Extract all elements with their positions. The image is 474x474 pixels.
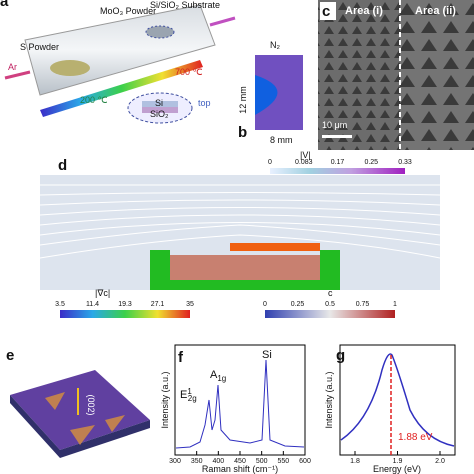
colorbar-tick: 0.17 — [331, 159, 345, 166]
peak-label: 1.88 eV — [398, 432, 433, 443]
text: Area (ii) — [415, 5, 456, 17]
peak-label: Si — [262, 349, 272, 361]
colorbar-tick: 1 — [393, 301, 397, 308]
panel-label: b — [238, 124, 247, 141]
axis-label: Energy (eV) — [373, 464, 421, 474]
panel-label: a — [0, 0, 9, 10]
text: N₂ — [270, 40, 280, 50]
x-tick-label: 350 — [191, 458, 203, 465]
peak-sub: 2g — [188, 394, 197, 403]
panel-label: f — [178, 349, 184, 366]
peak-sub: 1g — [217, 374, 226, 383]
x-tick-label: 450 — [234, 458, 246, 465]
substrate-side — [10, 395, 150, 458]
x-tick-label: 600 — [299, 458, 311, 465]
label-box — [320, 2, 336, 20]
panel-a: a MoO₃ Powder Si/SiO₂ Substrate S Powder… — [0, 0, 236, 124]
colorbar-tick: 0.25 — [291, 301, 305, 308]
x-tick-label: 1.8 — [350, 458, 360, 465]
colorbar-tick: 0.33 — [398, 159, 412, 166]
panel-label: e — [6, 347, 14, 364]
spectrum — [175, 359, 305, 449]
sem-left — [318, 0, 400, 150]
text: |V| — [300, 150, 311, 160]
peak-base: E — [180, 389, 187, 401]
panel-label: g — [336, 347, 345, 364]
peak-base: A — [210, 369, 218, 381]
x-tick-label: 550 — [277, 458, 289, 465]
panel-g: g 1.88 eV Intensity (a.u.) Energy (eV) 1… — [324, 344, 456, 474]
x-tick-label: 500 — [256, 458, 268, 465]
x-tick-label: 2.0 — [435, 458, 445, 465]
panel-e: e (002) — [6, 347, 150, 458]
sem-right — [400, 0, 474, 150]
substrate — [230, 243, 320, 251]
text: Ar — [8, 62, 17, 72]
colorbar-tick: 0.083 — [295, 159, 313, 166]
text: Si/SiO₂ Substrate — [150, 0, 220, 10]
arrow-in — [4, 70, 31, 80]
text: 12 mm — [238, 86, 248, 114]
peak-label: E1 2g — [180, 387, 197, 403]
colorbar-tick: 19.3 — [118, 301, 132, 308]
colorbar-tick: 0 — [268, 159, 272, 166]
text: SiO₂ — [150, 109, 169, 119]
colorbar-tick: 0.25 — [364, 159, 378, 166]
colorbar-tick: 0.5 — [325, 301, 335, 308]
text: 8 mm — [270, 135, 293, 145]
text: |∇c| — [95, 288, 110, 298]
panel-b: b N₂ 12 mm 8 mm — [238, 40, 303, 145]
scale-bar — [322, 135, 352, 138]
text: Area (i) — [345, 5, 383, 17]
colorbar-tick: 3.5 — [55, 301, 65, 308]
si-layer — [142, 101, 178, 107]
colorbar-v — [270, 168, 405, 174]
colorbar-tick: 35 — [186, 301, 194, 308]
colorbar-tick: 0 — [263, 301, 267, 308]
x-tick-label: 400 — [212, 458, 224, 465]
axis-label: Intensity (a.u.) — [324, 371, 334, 428]
text: S Powder — [20, 42, 59, 52]
text: (002) — [86, 394, 96, 415]
panel-d: d |V| |∇c| c 0 0.083 0.17 0.25 0.33 3.5 11.4 19… — [39, 150, 441, 318]
colorbar-tick: 11.4 — [86, 301, 99, 308]
gradient-region — [170, 255, 320, 280]
axis-label: Intensity (a.u.) — [160, 371, 170, 428]
axis-label: Raman shift (cm⁻¹) — [202, 464, 278, 474]
text: top — [198, 98, 211, 108]
peak-label: A1g — [210, 369, 226, 383]
colorbar-c — [265, 310, 395, 318]
arrow-out — [209, 16, 236, 27]
substrate — [10, 370, 150, 450]
deposit — [255, 75, 278, 115]
peak-sup: 1 — [187, 387, 192, 396]
panel-c: c Area (i) Area (ii) 10 μm — [318, 0, 474, 150]
substrate — [145, 25, 175, 39]
sio2-layer — [142, 107, 178, 113]
panel-f: f E1 2g A1g Si Intensity (a.u.) Raman shi… — [160, 344, 311, 474]
s-boat — [50, 60, 90, 76]
spectrum — [340, 353, 455, 447]
text: MoO₃ Powder — [100, 6, 156, 16]
temp-gradient — [40, 60, 203, 117]
panel-label: c — [322, 3, 330, 20]
text: 10 μm — [322, 120, 347, 130]
streamlines — [39, 184, 441, 259]
flake — [45, 392, 125, 445]
x-tick-label: 300 — [169, 458, 181, 465]
x-tick-label: 1.9 — [393, 458, 403, 465]
colorbar-tick: 0.75 — [356, 301, 370, 308]
text: c — [328, 288, 333, 298]
text: 700 ℃ — [175, 67, 203, 77]
colorbar-grad — [60, 310, 190, 318]
text: 200 ℃ — [80, 95, 108, 105]
colorbar-tick: 27.1 — [151, 301, 165, 308]
panel-label: d — [58, 157, 67, 174]
text: Si — [155, 98, 163, 108]
